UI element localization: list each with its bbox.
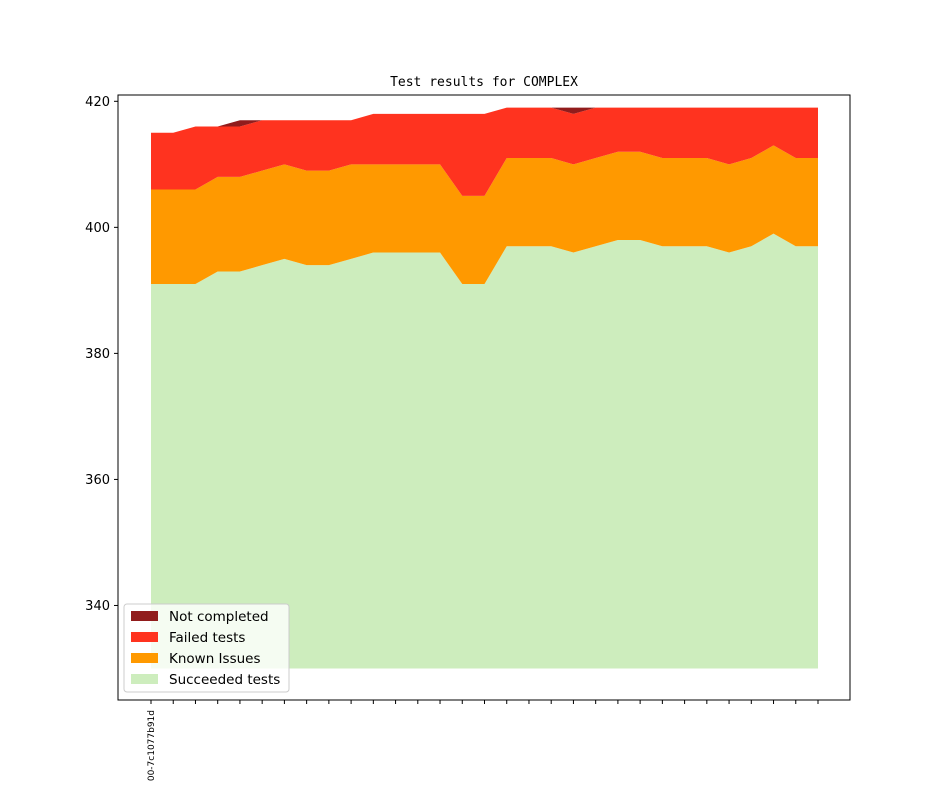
y-tick-label: 420: [85, 95, 110, 110]
legend-swatch-failed-tests: [131, 632, 158, 642]
y-tick-label: 400: [85, 221, 110, 236]
legend-label-not-completed: Not completed: [169, 609, 269, 625]
y-axis: 340 360 380 400 420: [85, 95, 118, 614]
x-axis: 00-7c1077b91d: [147, 700, 819, 781]
legend-swatch-known-issues: [131, 653, 158, 663]
legend: Not completed Failed tests Known Issues Suc…: [123, 603, 290, 693]
y-tick-label: 380: [85, 347, 110, 362]
plot-areas: [151, 107, 818, 669]
chart-title: Test results for COMPLEX: [390, 75, 578, 90]
area-known-issues: [151, 145, 818, 285]
legend-swatch-not-completed: [131, 611, 158, 621]
y-tick-label: 340: [85, 599, 110, 614]
legend-label-failed-tests: Failed tests: [169, 630, 245, 646]
x-tick-label: 00-7c1077b91d: [147, 710, 157, 781]
area-succeeded-tests: [151, 233, 818, 669]
area-failed-tests: [151, 107, 818, 196]
legend-label-succeeded-tests: Succeeded tests: [169, 672, 280, 688]
legend-swatch-succeeded-tests: [131, 674, 158, 684]
y-tick-label: 360: [85, 473, 110, 488]
legend-label-known-issues: Known Issues: [169, 651, 261, 667]
legend-box: [123, 603, 290, 693]
